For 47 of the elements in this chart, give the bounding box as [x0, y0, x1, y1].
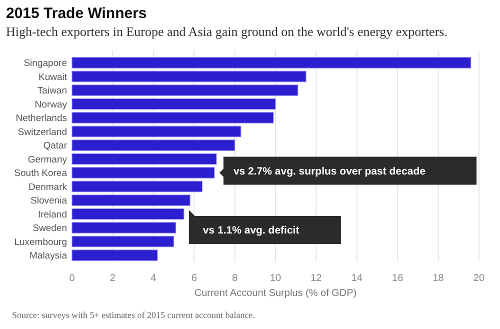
x-tick-label: 4 [150, 273, 157, 284]
x-tick-label: 0 [69, 273, 76, 284]
x-tick-label: 14 [351, 273, 363, 284]
y-tick-label: Taiwan [37, 86, 67, 97]
y-tick-label: Switzerland [18, 126, 67, 138]
bar [72, 112, 274, 124]
y-tick-label: Luxembourg [14, 236, 67, 248]
bar [72, 153, 217, 165]
x-tick-label: 6 [191, 273, 198, 284]
x-tick-label: 20 [473, 273, 485, 284]
x-tick-label: 16 [392, 273, 404, 284]
bar [72, 126, 242, 138]
bar [72, 167, 215, 178]
annotation: vs 1.1% avg. deficit [202, 224, 300, 237]
bar [72, 70, 306, 82]
y-tick-label: Sweden [32, 223, 67, 234]
x-tick-label: 10 [270, 273, 282, 284]
bar [72, 208, 184, 220]
chart-title: 2015 Trade Winners [6, 5, 147, 22]
x-tick-label: 12 [310, 273, 322, 284]
y-tick-label: Norway [34, 99, 68, 110]
x-tick-label: 2 [110, 273, 116, 284]
y-tick-label: Slovenia [30, 196, 68, 207]
y-tick-label: Denmark [28, 182, 68, 193]
y-tick-label: Malaysia [30, 250, 68, 262]
y-tick-label: Netherlands [16, 113, 68, 124]
annotation: vs 2.7% avg. surplus over past decade [233, 165, 426, 178]
bar [72, 194, 190, 206]
x-tick-label: 8 [232, 273, 238, 284]
y-tick-label: Qatar [43, 140, 67, 152]
y-tick-label: Germany [28, 154, 68, 166]
bar [72, 180, 203, 192]
bar [72, 98, 276, 110]
x-tick-label: 18 [432, 273, 444, 284]
y-tick-label: Kuwait [38, 72, 68, 83]
bar [72, 84, 298, 96]
y-tick-label: South Korea [14, 168, 68, 180]
bar [72, 57, 472, 68]
y-tick-label: Singapore [24, 58, 67, 70]
chart-subtitle: High-tech exporters in Europe and Asia gain ground on the world's energy exporters. [6, 24, 448, 39]
source-note: Source: surveys with 5+ estimates of 2015 current account balance. [12, 310, 255, 320]
bar [72, 140, 236, 151]
bar [72, 250, 158, 261]
bar [72, 236, 174, 248]
y-tick-label: Ireland [38, 209, 67, 220]
x-axis-title: Current Account Surplus (% of GDP) [194, 288, 357, 299]
bar [72, 222, 176, 234]
